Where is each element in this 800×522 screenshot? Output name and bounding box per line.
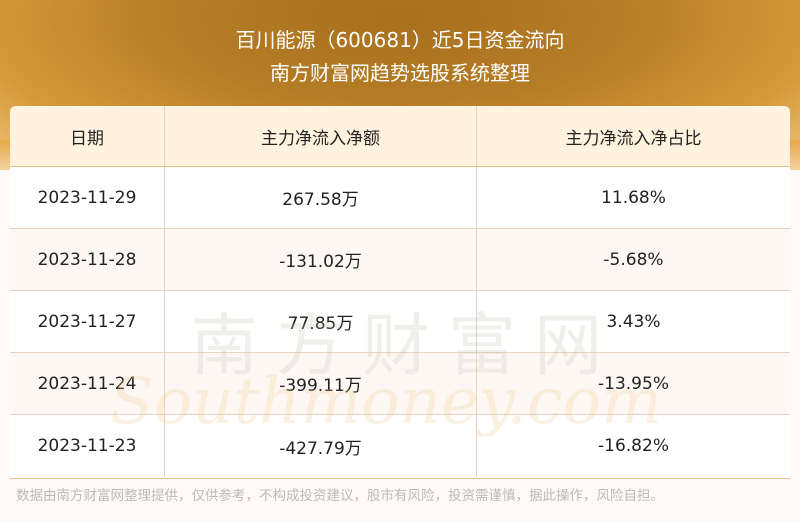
cell-net-ratio: 11.68%: [601, 187, 666, 208]
page-subtitle: 南方财富网趋势选股系统整理: [270, 61, 530, 85]
column-header-date: 日期: [10, 106, 165, 166]
cell-net-ratio: -5.68%: [603, 249, 664, 270]
table-row: 2023-11-29 267.58万 11.68%: [10, 167, 790, 229]
cell-date: 2023-11-29: [10, 167, 165, 228]
table-row: 2023-11-28 -131.02万 -5.68%: [10, 229, 790, 291]
fund-flow-table: 日期 主力净流入净额 主力净流入净占比 2023-11-29 267.58万 11.…: [10, 106, 790, 479]
table-row: 2023-11-23 -427.79万 -16.82%: [10, 415, 790, 477]
cell-date: 2023-11-27: [10, 291, 165, 352]
table-row: 2023-11-27 77.85万 3.43%: [10, 291, 790, 353]
page-title: 百川能源（600681）近5日资金流向: [235, 28, 565, 52]
disclaimer: 数据由南方财富网整理提供，仅供参考，不构成投资建议，股市有风险，投资需谨慎，据此…: [16, 488, 664, 504]
cell-date: 2023-11-23: [10, 415, 165, 477]
cell-net-amount: 267.58万: [165, 167, 477, 228]
cell-net-amount: -399.11万: [165, 353, 477, 414]
column-header-net-amount: 主力净流入净额: [165, 106, 477, 166]
cell-net-ratio: -13.95%: [598, 373, 669, 394]
cell-net-amount: 77.85万: [165, 291, 477, 352]
table-header: 日期 主力净流入净额 主力净流入净占比: [10, 106, 790, 167]
cell-net-amount: -131.02万: [165, 229, 477, 290]
cell-net-ratio: 3.43%: [606, 311, 661, 332]
table-row: 2023-11-24 -399.11万 -13.95%: [10, 353, 790, 415]
cell-date: 2023-11-24: [10, 353, 165, 414]
cell-net-amount: -427.79万: [165, 415, 477, 477]
column-header-net-ratio: 主力净流入净占比: [565, 128, 702, 149]
cell-date: 2023-11-28: [10, 229, 165, 290]
cell-net-ratio: -16.82%: [598, 436, 669, 456]
